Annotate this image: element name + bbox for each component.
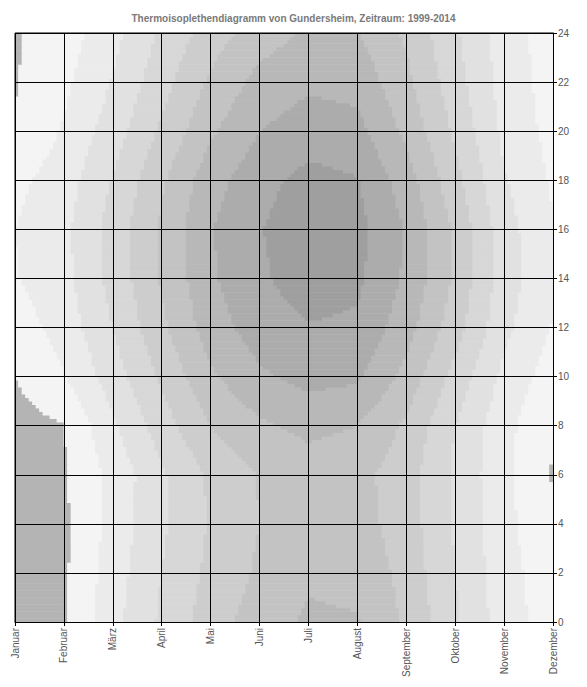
svg-text:Januar: Januar	[10, 627, 21, 658]
svg-text:Dezember: Dezember	[548, 627, 559, 674]
svg-text:0: 0	[558, 617, 564, 628]
svg-text:Juli: Juli	[303, 628, 314, 643]
svg-text:2: 2	[558, 567, 564, 578]
svg-text:12: 12	[558, 322, 570, 333]
svg-text:8: 8	[558, 420, 564, 431]
svg-text:Mai: Mai	[205, 628, 216, 644]
svg-text:März: März	[107, 628, 118, 650]
svg-text:18: 18	[558, 175, 570, 186]
svg-text:14: 14	[558, 273, 570, 284]
svg-text:24: 24	[558, 28, 570, 39]
svg-text:10: 10	[558, 371, 570, 382]
svg-text:November: November	[499, 627, 510, 674]
svg-text:Februar: Februar	[58, 627, 69, 663]
svg-text:Oktober: Oktober	[450, 627, 461, 663]
svg-text:20: 20	[558, 126, 570, 137]
svg-text:6: 6	[558, 469, 564, 480]
svg-text:4: 4	[558, 518, 564, 529]
svg-text:August: August	[352, 628, 363, 659]
svg-text:September: September	[401, 627, 412, 677]
svg-text:22: 22	[558, 77, 570, 88]
svg-text:Juni: Juni	[254, 628, 265, 646]
svg-text:Thermoisoplethendiagramm von G: Thermoisoplethendiagramm von Gundersheim…	[132, 13, 456, 24]
svg-text:April: April	[156, 628, 167, 648]
svg-text:16: 16	[558, 224, 570, 235]
